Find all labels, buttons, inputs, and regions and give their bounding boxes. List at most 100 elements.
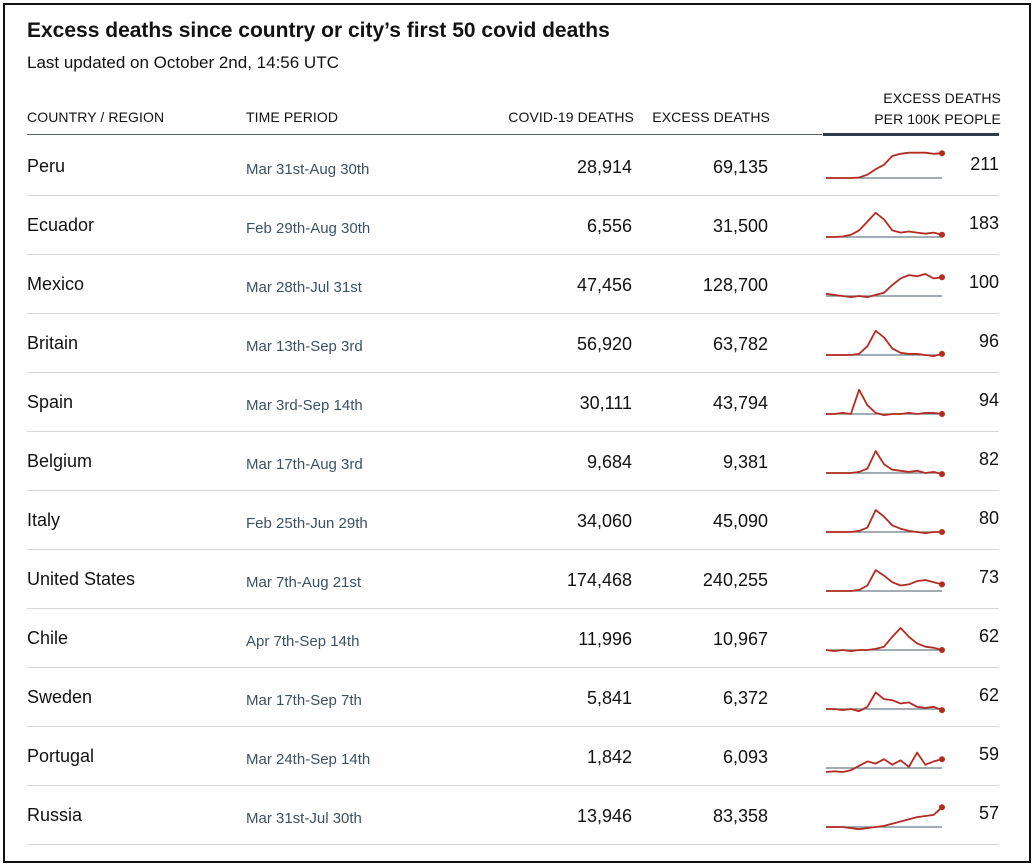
row-excess-per-100k: 59 [978,744,999,764]
table-row: Britain Mar 13th-Sep 3rd 56,920 63,782 96 [27,314,999,373]
row-time-period: Mar 31st-Aug 30th [246,161,370,178]
sparkline-series [826,329,943,357]
table-row: Peru Mar 31st-Aug 30th 28,914 69,135 211 [27,137,999,196]
sparkline-series [825,751,943,773]
row-country: Britain [27,333,79,353]
sparkline-series [825,627,943,652]
column-header-excess-deaths: EXCESS DEATHS [652,109,770,125]
sparkline-endpoint [939,804,945,811]
row-excess-deaths: 6,093 [722,747,768,767]
table-row: Ecuador Feb 29th-Aug 30th 6,556 31,500 183 [27,196,999,255]
row-excess-per-100k: 94 [978,390,999,410]
sparkline [826,211,945,238]
row-covid-deaths: 30,111 [579,393,632,413]
column-header-country: COUNTRY / REGION [27,109,165,125]
sparkline-endpoint [939,647,945,653]
row-excess-per-100k: 62 [978,685,999,705]
row-time-period: Mar 17th-Aug 3rd [246,456,363,473]
sparkline [825,627,945,653]
row-country: Portugal [27,746,95,766]
sparkline-series [826,569,943,592]
row-covid-deaths: 1,842 [586,747,632,767]
chart-frame: Excess deaths since country or city’s fi… [3,3,1031,863]
sparkline-series [826,691,943,713]
row-time-period: Feb 25th-Jun 29th [246,515,368,532]
row-excess-per-100k: 82 [978,449,999,469]
row-covid-deaths: 47,456 [576,275,632,295]
table-row: Russia Mar 31st-Jul 30th 13,946 83,358 57 [27,786,999,845]
row-excess-per-100k: 62 [978,626,999,646]
table-row: Chile Apr 7th-Sep 14th 11,996 10,967 62 [27,609,999,668]
sparkline-endpoint [939,581,945,588]
row-country: Ecuador [27,215,95,235]
sparkline [826,329,945,357]
row-time-period: Mar 7th-Aug 21st [246,574,362,591]
sparkline-endpoint [939,350,945,357]
sparkline-endpoint [939,529,945,535]
sparkline-series [826,211,943,238]
row-time-period: Mar 24th-Sep 14th [246,751,371,768]
row-covid-deaths: 5,841 [586,688,632,708]
row-country: Sweden [27,687,93,707]
row-excess-deaths: 6,372 [722,688,768,708]
table-row: Sweden Mar 17th-Sep 7th 5,841 6,372 62 [27,668,999,727]
column-header-per-100k-line2: PER 100K PEOPLE [874,111,1001,127]
sparkline-endpoint [939,471,945,478]
table-row: Belgium Mar 17th-Aug 3rd 9,684 9,381 82 [27,432,999,491]
table-row: Mexico Mar 28th-Jul 31st 47,456 128,700 100 [27,255,999,314]
row-excess-per-100k: 183 [968,213,999,233]
row-time-period: Mar 28th-Jul 31st [246,279,362,296]
row-excess-deaths: 240,255 [702,570,768,590]
row-country: Belgium [27,451,93,471]
row-excess-deaths: 69,135 [712,157,768,177]
table-row: United States Mar 7th-Aug 21st 174,468 240,… [27,550,999,609]
row-excess-deaths: 10,967 [712,629,768,649]
row-time-period: Feb 29th-Aug 30th [246,220,371,237]
row-covid-deaths: 28,914 [576,157,632,177]
row-country: United States [27,569,136,589]
row-covid-deaths: 11,996 [578,629,632,649]
column-header-per-100k: EXCESS DEATHS PER 100K PEOPLE [874,88,1001,130]
row-time-period: Mar 13th-Sep 3rd [246,338,363,355]
sparkline [825,273,945,298]
row-country: Italy [27,510,61,530]
header-divider [27,134,822,135]
sparkline-endpoint [939,756,945,763]
row-excess-per-100k: 96 [978,331,999,351]
row-country: Russia [27,805,83,825]
chart-subtitle: Last updated on October 2nd, 14:56 UTC [27,53,339,72]
header-divider-accent [823,133,999,136]
row-time-period: Apr 7th-Sep 14th [246,633,360,650]
row-time-period: Mar 31st-Jul 30th [246,810,362,827]
row-excess-per-100k: 100 [968,272,999,292]
sparkline [826,569,945,592]
sparkline [826,804,945,831]
row-covid-deaths: 56,920 [576,334,632,354]
row-covid-deaths: 6,556 [586,216,632,236]
row-country: Peru [27,156,66,176]
row-excess-deaths: 128,700 [702,275,768,295]
row-excess-deaths: 31,500 [712,216,768,236]
row-time-period: Mar 3rd-Sep 14th [246,397,363,414]
sparkline-endpoint [939,411,945,417]
table-row: Italy Feb 25th-Jun 29th 34,060 45,090 80 [27,491,999,550]
sparkline-series [826,450,943,475]
row-excess-per-100k: 80 [978,508,999,528]
sparkline [826,150,945,179]
sparkline [826,691,945,714]
chart-title: Excess deaths since country or city’s fi… [27,19,610,42]
row-excess-deaths: 9,381 [722,452,768,472]
sparkline [826,450,945,478]
sparkline-endpoint [939,231,945,238]
row-country: Chile [27,628,69,648]
sparkline-series [826,388,943,416]
row-excess-per-100k: 73 [978,567,999,587]
sparkline-series [826,151,943,179]
row-excess-per-100k: 57 [978,803,999,823]
row-excess-deaths: 43,794 [712,393,768,413]
sparkline-series [826,509,942,534]
row-covid-deaths: 9,684 [586,452,632,472]
sparkline-endpoint [939,150,945,157]
column-header-per-100k-line1: EXCESS DEATHS [883,90,1001,106]
row-covid-deaths: 13,946 [576,806,632,826]
